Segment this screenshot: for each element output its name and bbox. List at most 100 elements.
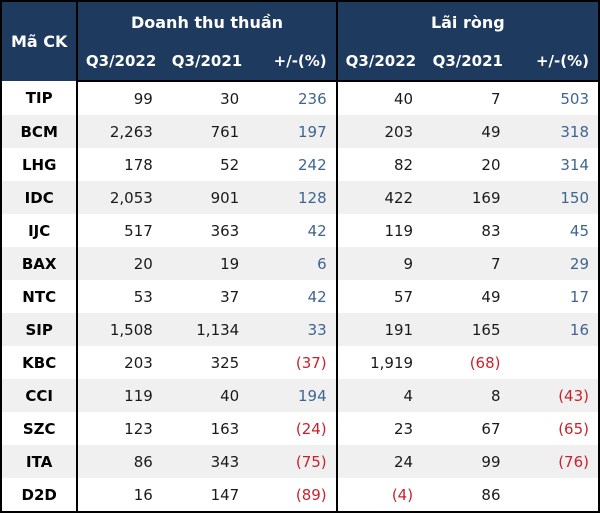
profit-change-cell: (76) [511, 445, 599, 478]
profit-q3-2021-cell: 165 [424, 313, 512, 346]
revenue-q3-2021-cell: 343 [163, 445, 251, 478]
revenue-q3-2021-cell: 325 [163, 346, 251, 379]
revenue-q3-2021-cell: 761 [163, 115, 251, 148]
profit-q3-2021-cell: 99 [424, 445, 512, 478]
profit-q3-2022-cell: 191 [336, 313, 425, 346]
revenue-q3-2022-cell: 517 [77, 214, 164, 247]
profit-q3-2021-cell: 169 [424, 181, 512, 214]
header-section-revenue: Doanh thu thuần [77, 1, 338, 42]
profit-q3-2022-cell: (4) [336, 478, 425, 512]
revenue-change-cell: (75) [250, 445, 338, 478]
revenue-change-cell: (24) [250, 412, 338, 445]
table-row: LHG 178 52 242 82 20 314 [1, 148, 599, 181]
stock-code-cell: TIP [1, 81, 79, 115]
profit-q3-2021-cell: 7 [424, 81, 512, 115]
stock-code-cell: IJC [1, 214, 79, 247]
revenue-change-cell: 197 [250, 115, 338, 148]
table-row: TIP 99 30 236 40 7 503 [1, 81, 599, 115]
revenue-change-cell: 42 [250, 280, 338, 313]
profit-q3-2022-cell: 40 [336, 81, 425, 115]
profit-q3-2021-cell: 49 [424, 280, 512, 313]
profit-q3-2022-cell: 4 [336, 379, 425, 412]
profit-change-cell: (43) [511, 379, 599, 412]
revenue-q3-2021-cell: 19 [163, 247, 251, 280]
revenue-q3-2021-cell: 901 [163, 181, 251, 214]
profit-change-cell: 314 [511, 148, 599, 181]
table-row: KBC 203 325 (37) 1,919 (68) [1, 346, 599, 379]
revenue-q3-2021-cell: 363 [163, 214, 251, 247]
column-header-row: Q3/2022 Q3/2021 +/-(%) Q3/2022 Q3/2021 +… [1, 42, 599, 82]
header-profit-change: +/-(%) [511, 42, 599, 82]
profit-change-cell: (65) [511, 412, 599, 445]
revenue-q3-2022-cell: 2,053 [77, 181, 164, 214]
revenue-q3-2022-cell: 99 [77, 81, 164, 115]
profit-q3-2021-cell: 86 [424, 478, 512, 512]
profit-q3-2022-cell: 9 [336, 247, 425, 280]
revenue-q3-2022-cell: 2,263 [77, 115, 164, 148]
stock-code-cell: ITA [1, 445, 79, 478]
table-row: ITA 86 343 (75) 24 99 (76) [1, 445, 599, 478]
table-row: IDC 2,053 901 128 422 169 150 [1, 181, 599, 214]
profit-q3-2021-cell: 8 [424, 379, 512, 412]
header-revenue-q3-2022: Q3/2022 [77, 42, 164, 82]
revenue-q3-2022-cell: 20 [77, 247, 164, 280]
profit-q3-2021-cell: 49 [424, 115, 512, 148]
revenue-q3-2022-cell: 1,508 [77, 313, 164, 346]
header-stock-code: Mã CK [1, 1, 79, 81]
profit-q3-2022-cell: 1,919 [336, 346, 425, 379]
revenue-q3-2021-cell: 40 [163, 379, 251, 412]
header-profit-q3-2021: Q3/2021 [424, 42, 512, 82]
table-row: CCI 119 40 194 4 8 (43) [1, 379, 599, 412]
profit-q3-2022-cell: 119 [336, 214, 425, 247]
revenue-q3-2022-cell: 119 [77, 379, 164, 412]
table-row: NTC 53 37 42 57 49 17 [1, 280, 599, 313]
revenue-q3-2022-cell: 123 [77, 412, 164, 445]
profit-q3-2022-cell: 82 [336, 148, 425, 181]
profit-change-cell: 16 [511, 313, 599, 346]
stock-code-cell: KBC [1, 346, 79, 379]
revenue-q3-2021-cell: 163 [163, 412, 251, 445]
header-revenue-q3-2021: Q3/2021 [163, 42, 251, 82]
header-section-net-profit: Lãi ròng [336, 1, 599, 42]
stock-code-cell: NTC [1, 280, 79, 313]
stock-code-cell: BCM [1, 115, 79, 148]
profit-change-cell: 45 [511, 214, 599, 247]
revenue-q3-2022-cell: 86 [77, 445, 164, 478]
stock-code-cell: LHG [1, 148, 79, 181]
profit-change-cell: 29 [511, 247, 599, 280]
stock-code-cell: SZC [1, 412, 79, 445]
table-row: IJC 517 363 42 119 83 45 [1, 214, 599, 247]
table-row: SZC 123 163 (24) 23 67 (65) [1, 412, 599, 445]
profit-q3-2021-cell: (68) [424, 346, 512, 379]
header-revenue-change: +/-(%) [250, 42, 338, 82]
profit-change-cell: 503 [511, 81, 599, 115]
revenue-change-cell: 242 [250, 148, 338, 181]
table-header: Mã CK Doanh thu thuần Lãi ròng Q3/2022 Q… [1, 1, 599, 82]
table-row: D2D 16 147 (89) (4) 86 [1, 478, 599, 512]
profit-q3-2022-cell: 57 [336, 280, 425, 313]
section-header-row: Mã CK Doanh thu thuần Lãi ròng [1, 1, 599, 81]
profit-q3-2022-cell: 422 [336, 181, 425, 214]
revenue-q3-2021-cell: 52 [163, 148, 251, 181]
revenue-change-cell: (37) [250, 346, 338, 379]
revenue-change-cell: 33 [250, 313, 338, 346]
revenue-change-cell: 128 [250, 181, 338, 214]
stock-code-cell: CCI [1, 379, 79, 412]
profit-q3-2022-cell: 24 [336, 445, 425, 478]
revenue-q3-2021-cell: 1,134 [163, 313, 251, 346]
profit-change-cell: 17 [511, 280, 599, 313]
revenue-q3-2022-cell: 178 [77, 148, 164, 181]
revenue-change-cell: 236 [250, 81, 338, 115]
profit-change-cell [511, 346, 599, 379]
stock-code-cell: IDC [1, 181, 79, 214]
table-row: BCM 2,263 761 197 203 49 318 [1, 115, 599, 148]
revenue-q3-2022-cell: 53 [77, 280, 164, 313]
revenue-change-cell: 6 [250, 247, 338, 280]
profit-q3-2022-cell: 23 [336, 412, 425, 445]
profit-change-cell [511, 478, 599, 512]
profit-q3-2021-cell: 20 [424, 148, 512, 181]
revenue-change-cell: (89) [250, 478, 338, 512]
table-row: SIP 1,508 1,134 33 191 165 16 [1, 313, 599, 346]
revenue-q3-2022-cell: 16 [77, 478, 164, 512]
